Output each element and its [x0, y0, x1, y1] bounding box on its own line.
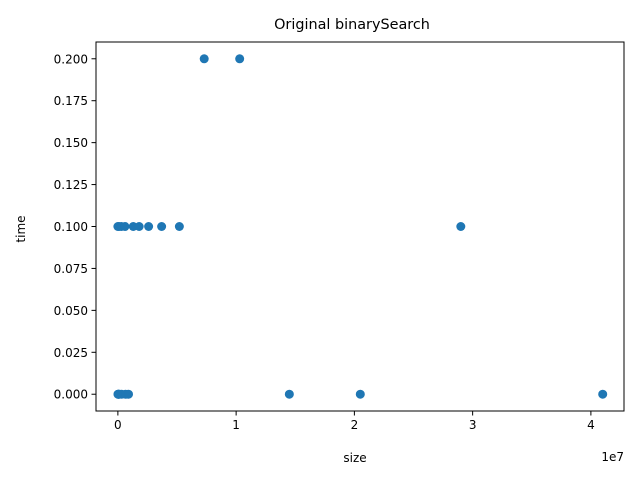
- data-point: [199, 54, 209, 64]
- x-axis: 0 1 2 3 4: [114, 411, 595, 432]
- y-tick-label: 0.000: [54, 388, 88, 402]
- y-tick-label: 0.125: [54, 178, 88, 192]
- data-point: [174, 222, 184, 231]
- x-tick-label: 2: [351, 418, 359, 432]
- y-tick-label: 0.175: [54, 94, 88, 108]
- x-axis-label: size: [343, 451, 366, 465]
- y-tick-label: 0.025: [54, 346, 88, 360]
- data-point: [144, 222, 154, 231]
- data-point: [124, 389, 134, 399]
- points-layer: [113, 54, 608, 399]
- x-tick-label: 4: [587, 418, 595, 432]
- x-tick-label: 0: [114, 418, 122, 432]
- y-tick-label: 0.050: [54, 304, 88, 318]
- x-axis-offset-label: 1e7: [601, 450, 624, 464]
- data-point: [157, 222, 167, 231]
- y-axis: 0.000 0.025 0.050 0.075 0.100 0.125 0.150 0.175…: [54, 52, 96, 402]
- y-tick-label: 0.200: [54, 52, 88, 66]
- chart-title: Original binarySearch: [274, 17, 430, 33]
- data-point: [598, 389, 608, 399]
- data-point: [134, 222, 144, 231]
- data-point: [284, 389, 294, 399]
- y-axis-label: time: [14, 215, 28, 242]
- y-tick-label: 0.150: [54, 136, 88, 150]
- x-tick-label: 3: [469, 418, 477, 432]
- data-point: [355, 389, 365, 399]
- y-tick-label: 0.075: [54, 262, 88, 276]
- data-point: [235, 54, 245, 64]
- y-tick-label: 0.100: [54, 220, 88, 234]
- x-tick-label: 1: [232, 418, 240, 432]
- data-point: [120, 222, 130, 231]
- data-point: [456, 222, 466, 231]
